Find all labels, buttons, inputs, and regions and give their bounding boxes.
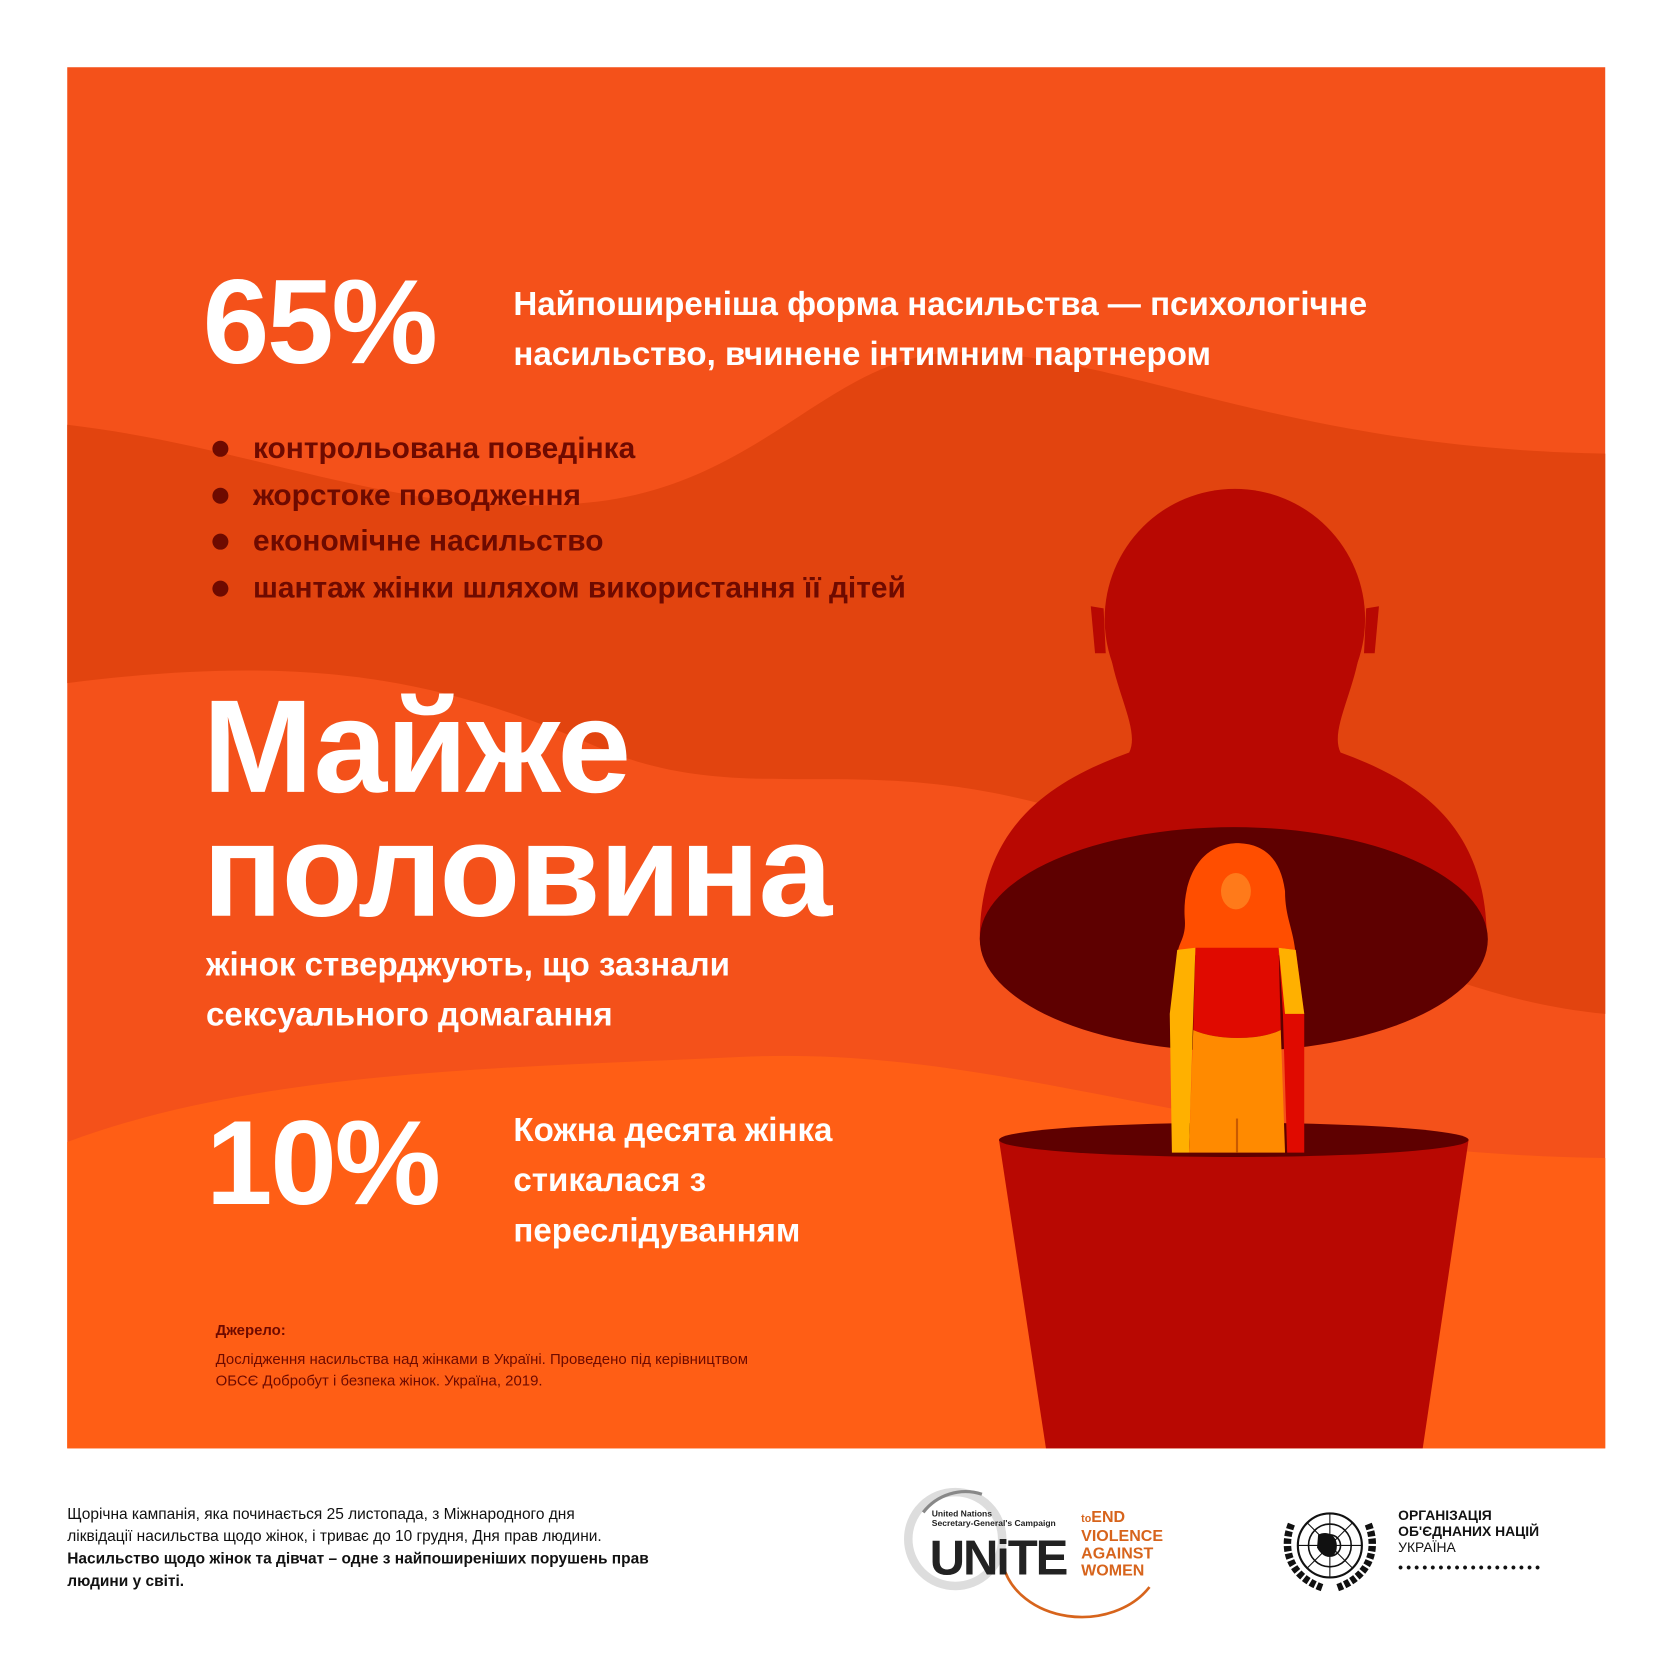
unite-small-text: United Nations — [931, 1509, 993, 1519]
stat-10-line: стикалася з — [513, 1161, 707, 1199]
un-text-line: УКРАЇНА — [1398, 1539, 1456, 1556]
footer-line: Щорічна кампанія, яка починається 25 лис… — [67, 1505, 575, 1524]
headline-line: половина — [202, 797, 832, 945]
headline-description: жінок стверджують, що зазнали сексуально… — [206, 939, 730, 1039]
un-ukraine-logo: ОРГАНІЗАЦІЯ ОБ'ЄДНАНИХ НАЦІЙ УКРАЇНА •••… — [1281, 1503, 1601, 1594]
unite-emblem-icon — [904, 1487, 1151, 1619]
source-line: ОБСЄ Добробут і безпека жінок. Україна, … — [215, 1371, 543, 1389]
headline-line: Майже — [202, 673, 631, 821]
source-label: Джерело: — [215, 1321, 286, 1339]
un-dots-decoration: •••••••••••••••••• — [1398, 1559, 1544, 1576]
unite-end: END — [1091, 1508, 1126, 1527]
stat-10-value: 10% — [205, 1096, 441, 1230]
un-text-line: ОРГАНІЗАЦІЯ — [1398, 1507, 1492, 1524]
list-item: шантаж жінки шляхом використання її діте… — [209, 564, 906, 610]
unite-tagline: WOMEN — [1081, 1561, 1145, 1580]
footer-bold-line: людини у світі. — [67, 1573, 185, 1591]
unite-tagline: VIOLENCE — [1081, 1527, 1164, 1546]
footer-campaign-text: Щорічна кампанія, яка починається 25 лис… — [67, 1504, 648, 1594]
stat-65-line: насильство, вчинене інтимним партнером — [513, 335, 1211, 373]
unite-wordmark: UNiTE — [929, 1529, 1069, 1585]
headline-desc-line: жінок стверджують, що зазнали — [205, 945, 730, 983]
stat-10-description: Кожна десята жінка стикалася з пересліду… — [513, 1105, 832, 1255]
unite-logo: United Nations Secretary-General's Campa… — [902, 1486, 1179, 1630]
unite-to: to — [1081, 1513, 1092, 1526]
footer-bold-line: Насильство щодо жінок та дівчат – одне з… — [67, 1550, 649, 1568]
stat-65-value: 65% — [202, 255, 438, 389]
source-block: Джерело: Дослідження насильства над жінк… — [216, 1319, 748, 1391]
unite-tagline: AGAINST — [1081, 1544, 1154, 1563]
un-text-line: ОБ'ЄДНАНИХ НАЦІЙ — [1398, 1523, 1540, 1540]
un-emblem-icon — [1283, 1512, 1376, 1592]
list-item: контрольована поведінка — [209, 425, 906, 471]
unite-small-text: Secretary-General's Campaign — [931, 1518, 1056, 1529]
stat-10-line: переслідуванням — [513, 1211, 801, 1249]
stat-65-description: Найпоширеніша форма насильства — психоло… — [513, 279, 1367, 379]
woman-figure — [1169, 843, 1305, 1153]
list-item: жорстоке поводження — [209, 471, 906, 517]
stat-10-line: Кожна десята жінка — [513, 1111, 833, 1149]
footer-line: ліквідації насильства щодо жінок, і трив… — [67, 1528, 602, 1546]
source-line: Дослідження насильства над жінками в Укр… — [215, 1350, 749, 1368]
headline-almost-half: Майже половина — [202, 673, 832, 945]
violence-forms-list: контрольована поведінка жорстоке поводже… — [209, 425, 906, 611]
list-item: економічне насильство — [209, 518, 906, 564]
headline-desc-line: сексуального домагання — [205, 995, 613, 1034]
stat-65-line: Найпоширеніша форма насильства — психоло… — [513, 284, 1368, 323]
matryoshka-illustration — [979, 488, 1488, 1449]
